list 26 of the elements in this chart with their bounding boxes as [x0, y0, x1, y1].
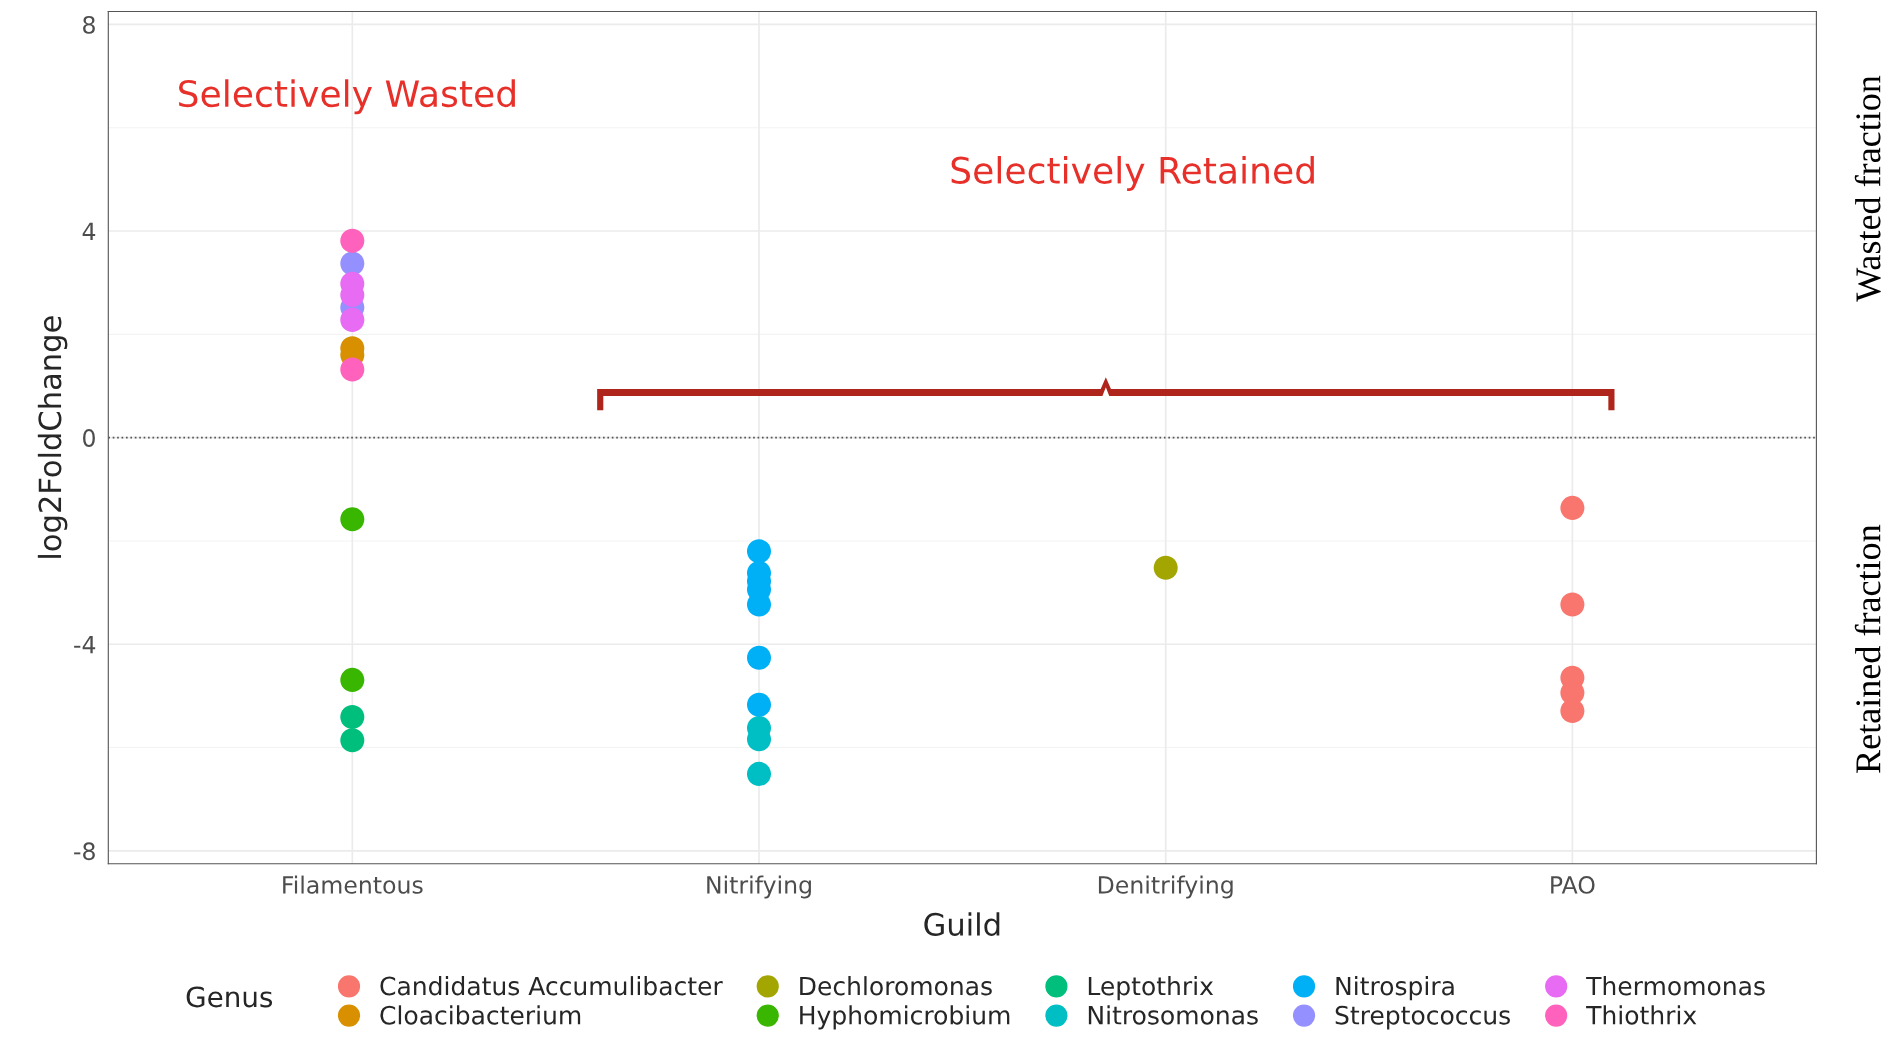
- text: Retained fraction: [1854, 524, 1881, 773]
- annotation: Selectively Retained: [951, 155, 1314, 191]
- legend-label: Candidatus Accumulibacter: [380, 976, 723, 996]
- x-tick-label: Denitrifying: [1098, 875, 1233, 899]
- annotation: Selectively Wasted: [179, 79, 515, 115]
- y-axis-title: log2FoldChange: [37, 316, 68, 558]
- legend-label: Cloacibacterium: [380, 1005, 581, 1025]
- legend-label: Streptococcus: [1335, 1005, 1510, 1030]
- x-tick-label: Filamentous: [283, 875, 423, 894]
- legend-label: Nitrosomonas: [1088, 1005, 1258, 1025]
- y-tick-label: 8: [83, 15, 95, 34]
- x-axis-title: Guild: [924, 912, 1000, 936]
- legend-label: Dechloromonas: [800, 976, 992, 996]
- y-tick-label: 0: [83, 429, 95, 447]
- y-tick-label: -8: [74, 842, 95, 861]
- y-tick-label: 4: [82, 222, 96, 241]
- legend-label: Thermomonas: [1586, 976, 1765, 996]
- x-tick-label: Nitrifying: [707, 875, 811, 899]
- y-tick-label: -4: [74, 636, 96, 654]
- x-tick-label: PAO: [1551, 876, 1595, 894]
- legend-label: Nitrospira: [1336, 976, 1454, 1001]
- legend-label: Hyphomicrobium: [800, 1005, 1010, 1030]
- text: Wasted fraction: [1854, 75, 1881, 302]
- legend-label: Leptothrix: [1088, 976, 1214, 1001]
- legend-label: Thiothrix: [1586, 1005, 1697, 1025]
- legend-title: Genus: [186, 986, 273, 1008]
